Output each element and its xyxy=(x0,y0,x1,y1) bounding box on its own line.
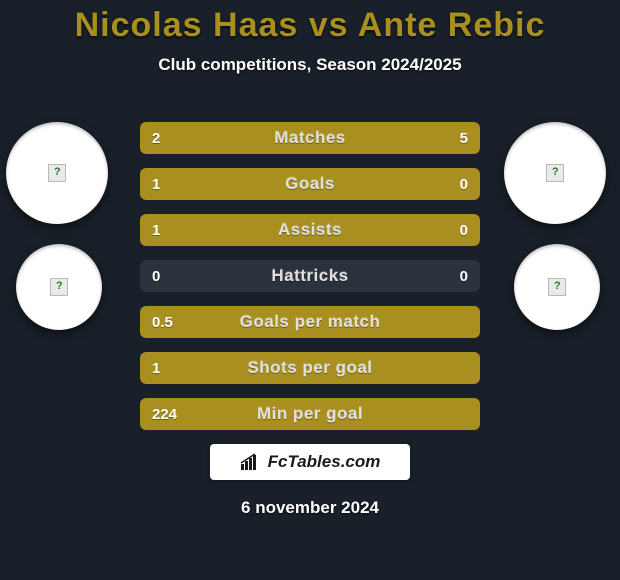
bar-fill-left xyxy=(140,352,480,384)
bar-track xyxy=(140,260,480,292)
stat-row: Goals per match0.5 xyxy=(140,306,480,338)
player-b-club-badge: ? xyxy=(514,244,600,330)
stat-row: Min per goal224 xyxy=(140,398,480,430)
bar-fill-right xyxy=(412,214,480,246)
vs-separator: vs xyxy=(309,6,349,44)
page-title: Nicolas Haas vs Ante Rebic xyxy=(0,0,620,45)
bar-fill-right xyxy=(237,122,480,154)
logo-text: FcTables.com xyxy=(268,452,381,472)
comparison-card: Nicolas Haas vs Ante Rebic Club competit… xyxy=(0,0,620,580)
right-avatar-column: ? ? xyxy=(504,122,614,330)
fctables-logo: FcTables.com xyxy=(210,444,410,480)
stat-row: Matches25 xyxy=(140,122,480,154)
bars-chart-icon xyxy=(240,453,262,471)
bar-fill-left xyxy=(140,168,412,200)
broken-image-icon: ? xyxy=(548,278,566,296)
broken-image-icon: ? xyxy=(48,164,66,182)
stat-row: Shots per goal1 xyxy=(140,352,480,384)
bar-fill-right xyxy=(412,168,480,200)
player-a-avatar: ? xyxy=(6,122,108,224)
bar-fill-left xyxy=(140,306,480,338)
broken-image-icon: ? xyxy=(50,278,68,296)
stat-row: Goals10 xyxy=(140,168,480,200)
bar-fill-left xyxy=(140,398,480,430)
player-a-club-badge: ? xyxy=(16,244,102,330)
date-text: 6 november 2024 xyxy=(0,498,620,518)
broken-image-icon: ? xyxy=(546,164,564,182)
stat-row: Hattricks00 xyxy=(140,260,480,292)
player-b-avatar: ? xyxy=(504,122,606,224)
stat-row: Assists10 xyxy=(140,214,480,246)
player-a-name: Nicolas Haas xyxy=(75,6,299,44)
subtitle: Club competitions, Season 2024/2025 xyxy=(0,55,620,75)
player-b-name: Ante Rebic xyxy=(358,6,546,44)
bar-fill-left xyxy=(140,122,237,154)
bar-fill-left xyxy=(140,214,412,246)
stat-bars: Matches25 Goals10 Assists10 Hattricks00 Goal… xyxy=(136,122,484,430)
left-avatar-column: ? ? xyxy=(6,122,116,330)
